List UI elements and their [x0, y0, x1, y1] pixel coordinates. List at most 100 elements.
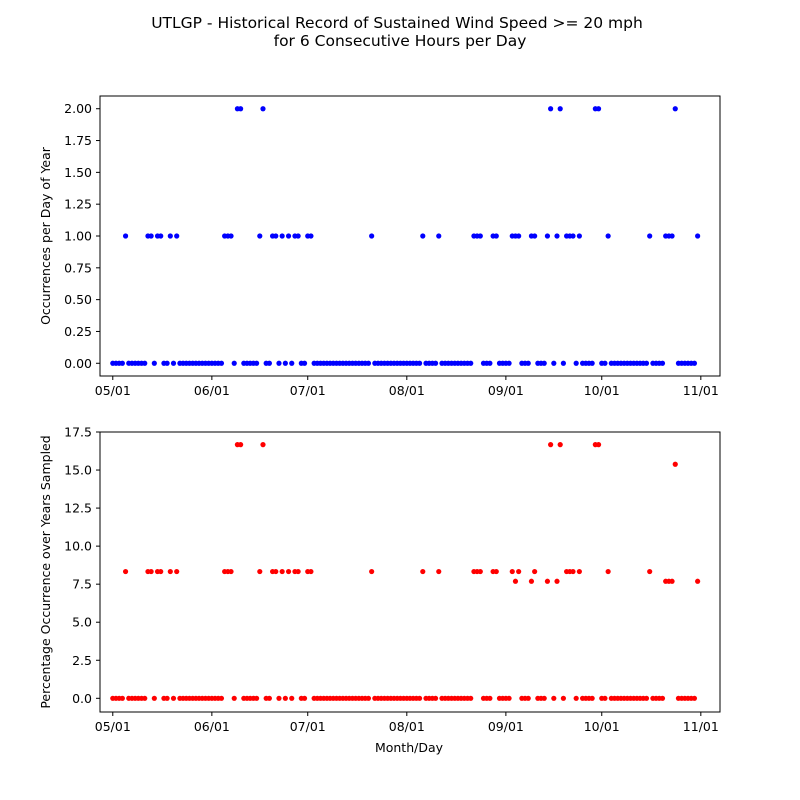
data-point [643, 360, 650, 366]
y-tick-label: 0.0 [72, 691, 92, 706]
data-point [643, 695, 650, 701]
data-point [589, 695, 595, 701]
data-point [273, 568, 279, 575]
data-point [573, 695, 579, 701]
data-point [595, 106, 602, 112]
data-point [228, 568, 234, 575]
data-point [506, 360, 512, 366]
data-point [122, 233, 129, 239]
data-point [570, 233, 576, 239]
data-point [158, 233, 164, 239]
data-point [672, 106, 678, 112]
data-point [602, 695, 608, 701]
data-point [691, 360, 698, 366]
y-tick-label: 0.25 [64, 324, 92, 339]
data-point [432, 360, 439, 366]
data-point [557, 106, 563, 112]
data-point [528, 578, 535, 584]
x-tick-label: 08/01 [389, 383, 425, 398]
top-scatter-chart: 05/01 06/01 07/01 08/01 09/01 10/01 11/01 0.00 0… [38, 95, 721, 398]
data-point [672, 461, 678, 467]
data-point [295, 233, 301, 239]
data-point [669, 578, 675, 584]
data-point [282, 695, 288, 701]
x-axis-label: Month/Day [375, 740, 444, 755]
data-point [512, 578, 519, 584]
x-tick-label: 08/01 [389, 719, 425, 734]
data-point [605, 233, 611, 239]
data-point [420, 233, 426, 239]
x-tick-label: 11/01 [683, 383, 719, 398]
y-axis-label: Percentage Occurrence over Years Sampled [38, 435, 53, 708]
data-point [174, 568, 180, 575]
y-tick-label: 0.00 [64, 356, 92, 371]
data-point [260, 106, 266, 112]
data-point [576, 233, 582, 239]
data-point [289, 360, 295, 366]
data-point [301, 360, 308, 366]
data-point [477, 233, 483, 239]
data-point [602, 360, 608, 366]
data-point [477, 568, 483, 575]
data-point [301, 695, 308, 701]
x-tick-label: 09/01 [488, 719, 524, 734]
data-point [551, 695, 557, 701]
data-point [557, 442, 563, 448]
data-point [525, 360, 531, 366]
data-point [560, 695, 567, 701]
data-point [142, 360, 148, 366]
x-tick-label: 11/01 [683, 719, 719, 734]
data-point [669, 233, 675, 239]
data-point [595, 442, 602, 448]
data-point [119, 360, 125, 366]
data-point [516, 233, 522, 239]
y-tick-label: 1.00 [64, 229, 92, 244]
data-point [551, 360, 557, 366]
data-point [554, 578, 560, 584]
data-point [416, 360, 423, 366]
data-point [560, 360, 567, 366]
data-point [436, 568, 442, 575]
data-point [148, 233, 154, 239]
data-point [279, 568, 285, 575]
data-point [365, 360, 372, 366]
data-point [493, 568, 499, 575]
data-point [436, 233, 442, 239]
data-point [238, 442, 244, 448]
figure-title-line2: for 6 Consecutive Hours per Day [274, 32, 527, 50]
data-point [174, 233, 180, 239]
y-tick-label: 2.5 [72, 653, 92, 668]
plot-frame [99, 431, 721, 713]
data-point [260, 442, 266, 448]
data-point [285, 568, 292, 575]
y-tick-label: 0.75 [64, 260, 92, 275]
data-point [570, 568, 576, 575]
data-point [691, 695, 698, 701]
x-tick-label: 07/01 [290, 719, 326, 734]
x-tick-label: 05/01 [95, 383, 131, 398]
data-point [548, 106, 554, 112]
data-point [369, 233, 375, 239]
figure-title-line1: UTLGP - Historical Record of Sustained W… [151, 14, 643, 32]
data-point [548, 442, 554, 448]
data-point [659, 360, 666, 366]
y-tick-label: 1.75 [64, 133, 92, 148]
data-point [509, 568, 515, 575]
data-point [432, 695, 439, 701]
data-point [151, 360, 157, 366]
data-point [647, 233, 653, 239]
x-tick-label: 06/01 [194, 719, 230, 734]
data-point [416, 695, 423, 701]
data-point [647, 568, 653, 575]
y-axis-label: Occurrences per Day of Year [38, 146, 53, 325]
data-point [148, 568, 154, 575]
data-point [253, 360, 260, 366]
data-point [487, 360, 493, 366]
data-point [541, 695, 547, 701]
data-point [276, 695, 282, 701]
x-tick-label: 09/01 [488, 383, 524, 398]
data-point [369, 568, 375, 575]
data-point [541, 360, 547, 366]
data-point [659, 695, 666, 701]
